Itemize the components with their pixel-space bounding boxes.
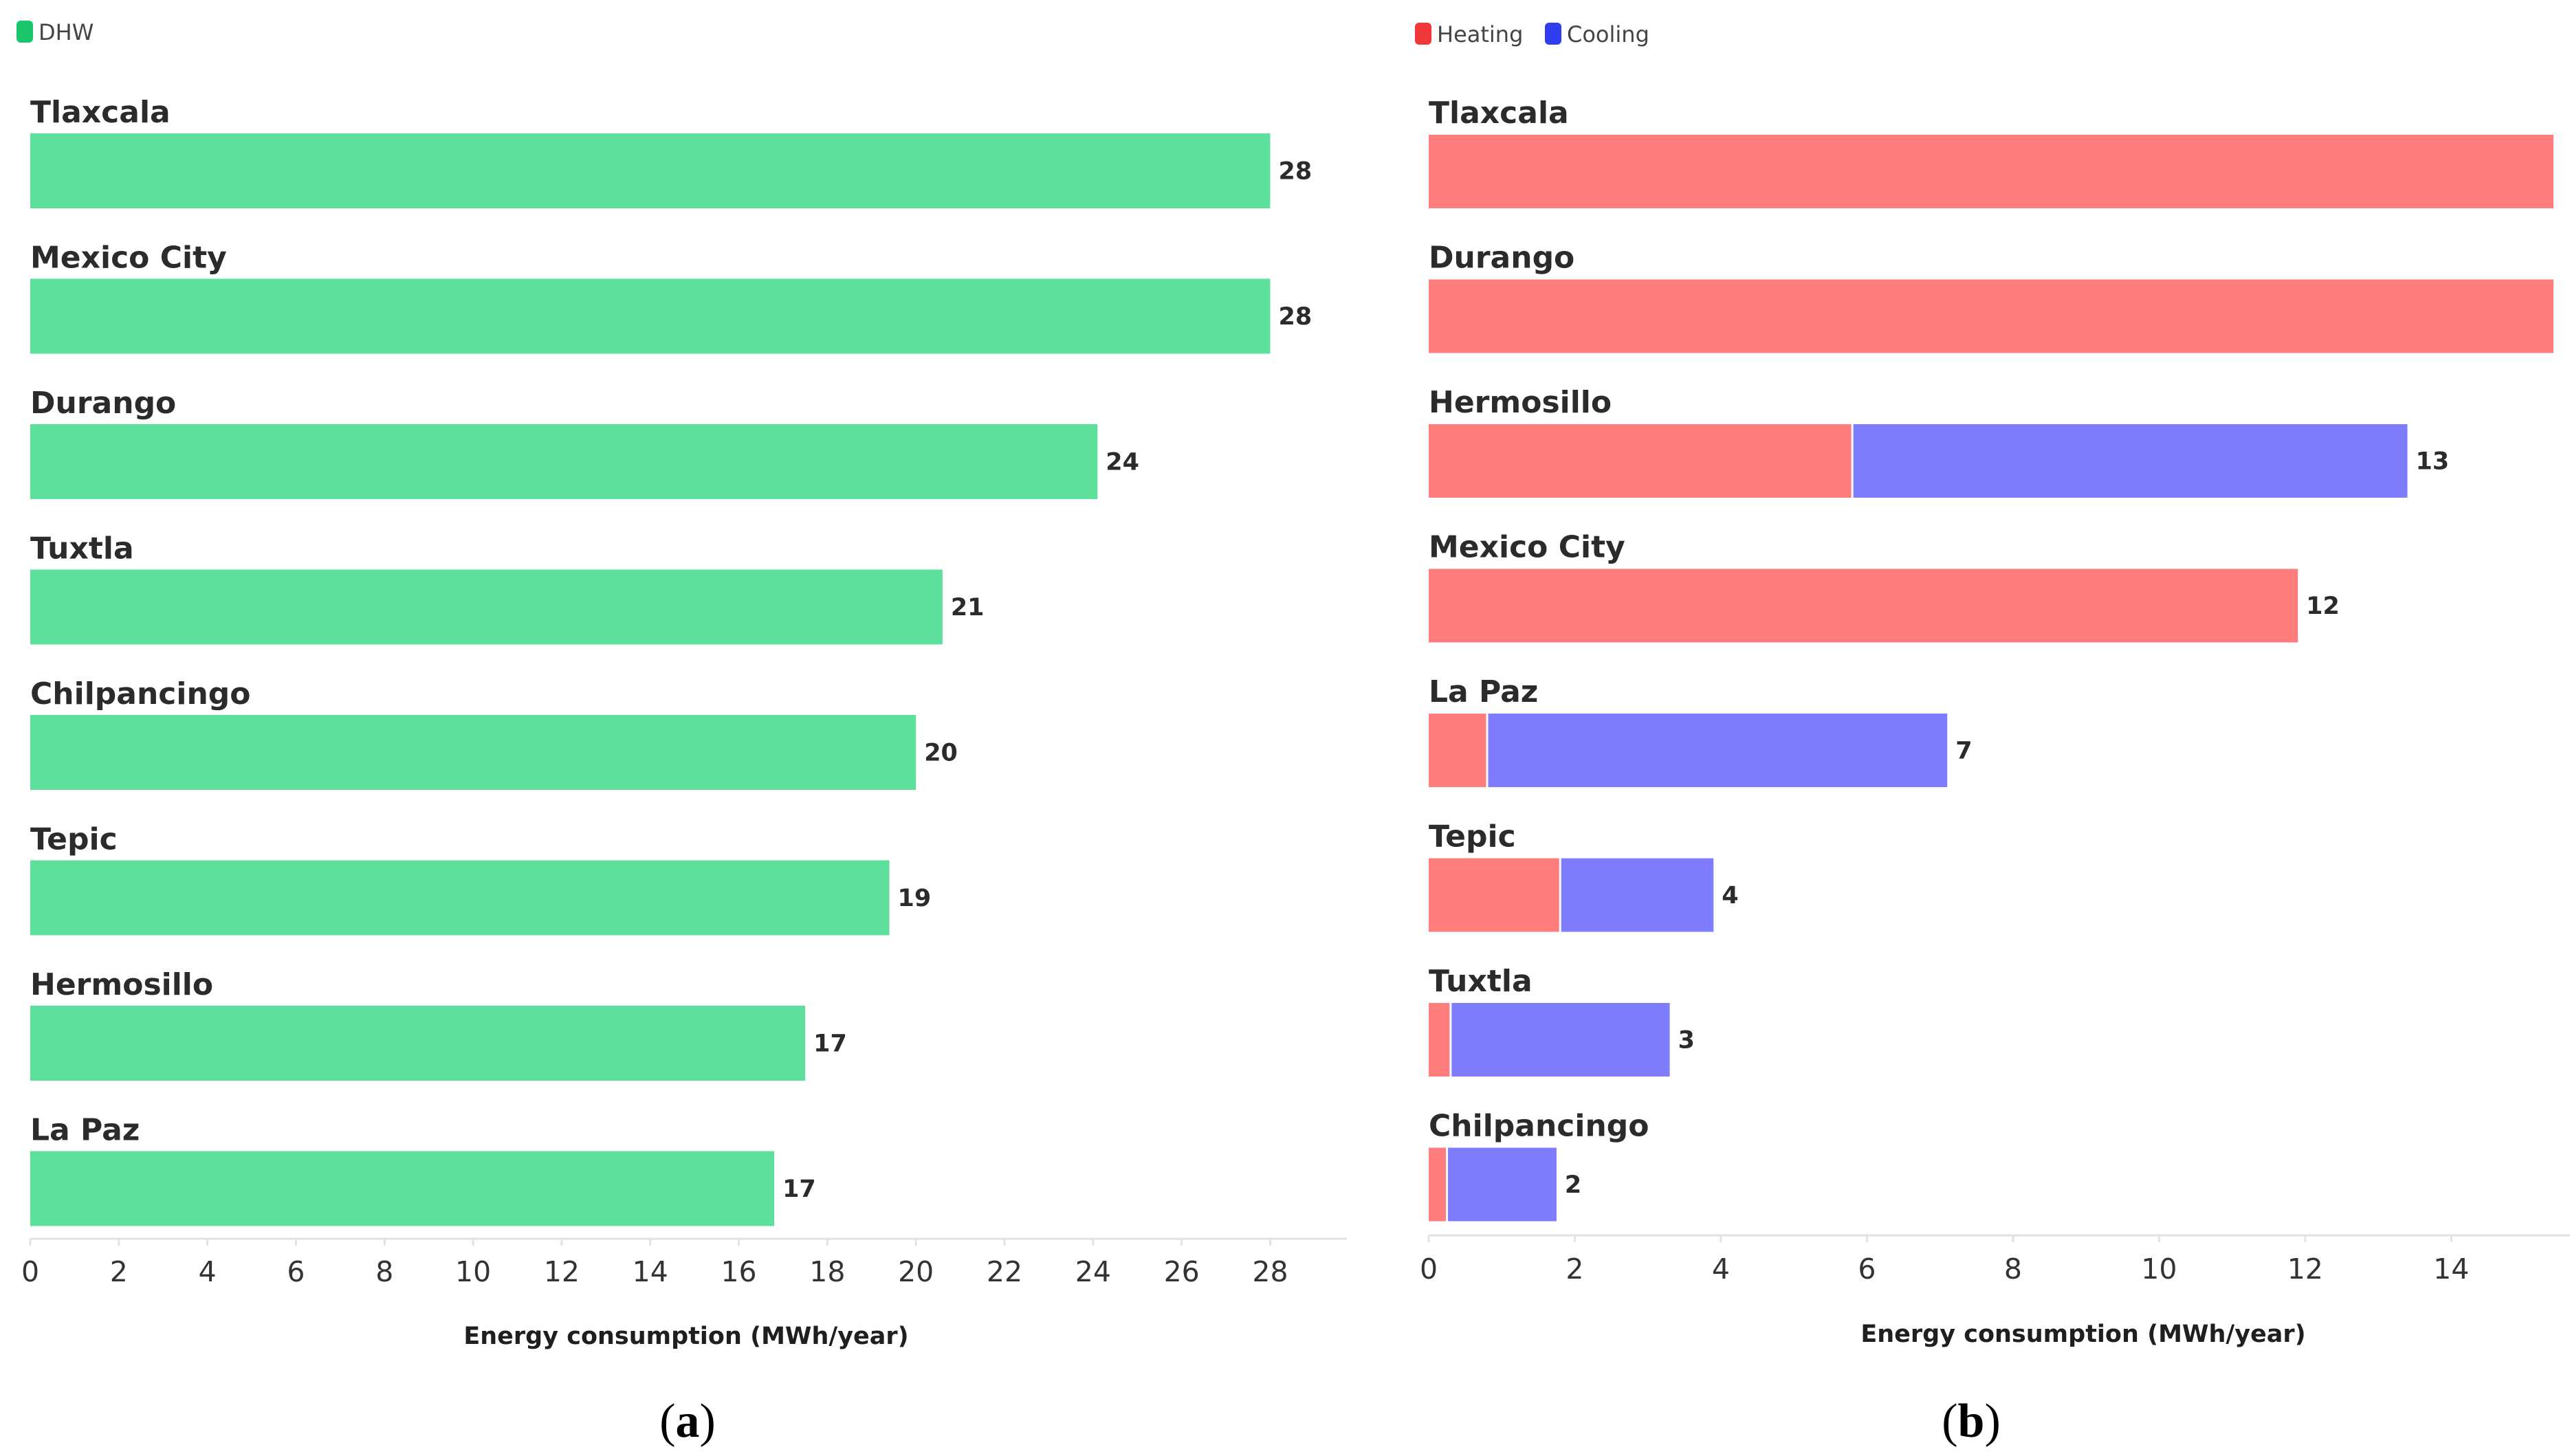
panel-b-value-label: 7	[1955, 738, 1972, 765]
panel-a-x-tick-label: 2	[110, 1255, 128, 1288]
panel-b-bar-heating	[1429, 569, 2298, 643]
panel-b-x-tick-label: 12	[2287, 1253, 2323, 1286]
panel-b-category-label: La Paz	[1429, 674, 1538, 709]
panel-a-x-tick-label: 24	[1075, 1255, 1111, 1288]
panel-a-value-label: 24	[1106, 449, 1139, 476]
panel-a-value-label: 28	[1278, 158, 1312, 186]
panel-a-x-axis-title: Energy consumption (MWh/year)	[463, 1323, 908, 1350]
panel-a-x-tick-label: 8	[375, 1255, 393, 1288]
panel-b-x-tick-label: 4	[1712, 1253, 1730, 1286]
panel-a-x-tick-label: 16	[721, 1255, 756, 1288]
panel-b-bar-heating	[1429, 1147, 1447, 1222]
panel-b-value-label: 4	[1722, 882, 1738, 909]
panel-b-category-label: Hermosillo	[1429, 385, 1612, 420]
panel-a-legend-label: DHW	[39, 19, 94, 45]
panel-b-x-tick-label: 14	[2433, 1253, 2469, 1286]
panel-b-category-label: Durango	[1429, 241, 1574, 276]
panel-a-x-tick-label: 22	[987, 1255, 1022, 1288]
panel-b-bar-heating	[1429, 1003, 1451, 1077]
panel-a-bar-dhw	[30, 133, 1271, 208]
panel-a-value-label: 21	[951, 594, 985, 621]
panel-a-bar-dhw	[30, 569, 943, 645]
panel-a-x-tick-label: 12	[544, 1255, 580, 1288]
panel-b-legend-swatch	[1415, 23, 1431, 45]
panel-a-category-label: Mexico City	[30, 241, 227, 276]
panel-b-legend-swatch	[1545, 23, 1561, 45]
panel-a-bar-dhw	[30, 1006, 806, 1081]
panel-b-bar-cooling	[1560, 858, 1714, 932]
panel-a-x-tick-label: 26	[1164, 1255, 1200, 1288]
panel-a-category-label: Tepic	[30, 822, 118, 857]
panel-b-heating-cooling-chart: Heating Cooling Tlaxcala Durango Hermosillo 1…	[1415, 21, 2570, 1348]
panel-b-bar-cooling	[1486, 714, 1948, 787]
panel-b-x-tick-label: 2	[1566, 1253, 1583, 1286]
panel-b-value-label: 13	[2416, 448, 2450, 476]
panel-a-bar-dhw	[30, 278, 1271, 354]
panel-b-x-tick-label: 0	[1420, 1253, 1438, 1286]
panel-a-value-label: 19	[898, 885, 932, 912]
panel-a-bar-dhw	[30, 860, 890, 936]
panel-b-bar-heating	[1429, 714, 1487, 787]
panel-a-bar-dhw	[30, 1151, 775, 1226]
panel-b-bar-cooling	[1852, 424, 2408, 498]
panel-a-value-label: 28	[1278, 303, 1312, 331]
panel-a-category-label: Tlaxcala	[30, 95, 171, 130]
panel-b-bar-heating	[1429, 858, 1561, 932]
panel-a-x-tick-label: 4	[199, 1255, 217, 1288]
panel-b-bar-heating	[1429, 424, 1853, 498]
panel-a-value-label: 17	[813, 1030, 847, 1058]
panel-b-value-label: 2	[1565, 1171, 1581, 1199]
panel-b-x-tick-label: 10	[2141, 1253, 2177, 1286]
panel-b-bar-cooling	[1447, 1147, 1557, 1222]
panel-a-category-label: La Paz	[30, 1113, 140, 1148]
panel-b-category-label: Chilpancingo	[1429, 1109, 1649, 1144]
panel-a-x-tick-label: 6	[287, 1255, 305, 1288]
panel-b-x-axis-title: Energy consumption (MWh/year)	[1860, 1321, 2305, 1348]
panel-a-bar-dhw	[30, 715, 916, 790]
panel-a-x-tick-label: 18	[809, 1255, 845, 1288]
panel-b-bar-cooling	[1450, 1003, 1670, 1077]
panel-a-x-tick-label: 10	[455, 1255, 491, 1288]
panel-b-category-label: Mexico City	[1429, 530, 1625, 565]
panel-a-x-tick-label: 14	[633, 1255, 668, 1288]
panel-a-x-tick-label: 0	[21, 1255, 39, 1288]
panel-b-bar-heating	[1429, 279, 2553, 353]
panel-a-bar-dhw	[30, 424, 1098, 499]
panel-b-category-label: Tlaxcala	[1429, 96, 1569, 131]
panel-b-category-label: Tuxtla	[1429, 964, 1533, 999]
panel-a-label: (a)	[659, 1395, 716, 1448]
panel-a-legend-swatch	[17, 21, 33, 43]
panel-a-category-label: Durango	[30, 386, 176, 421]
panel-a-category-label: Hermosillo	[30, 967, 213, 1002]
panel-a-x-tick-label: 20	[898, 1255, 934, 1288]
panel-a-x-tick-label: 28	[1252, 1255, 1288, 1288]
panel-b-category-label: Tepic	[1429, 819, 1516, 854]
panel-b-label: (b)	[1942, 1395, 2001, 1448]
panel-b-value-label: 12	[2306, 593, 2340, 620]
panel-b-value-label: 3	[1678, 1027, 1695, 1055]
panel-b-legend-label: Cooling	[1567, 21, 1649, 47]
panel-b-bar-heating	[1429, 135, 2553, 208]
panel-b-legend-label: Heating	[1437, 21, 1523, 47]
panel-a-value-label: 17	[782, 1176, 816, 1203]
panel-a-category-label: Tuxtla	[30, 531, 134, 566]
panel-b-x-tick-label: 6	[1858, 1253, 1876, 1286]
panel-a-value-label: 20	[924, 740, 958, 767]
panel-b-x-tick-label: 8	[2004, 1253, 2022, 1286]
panel-a-category-label: Chilpancingo	[30, 676, 251, 712]
